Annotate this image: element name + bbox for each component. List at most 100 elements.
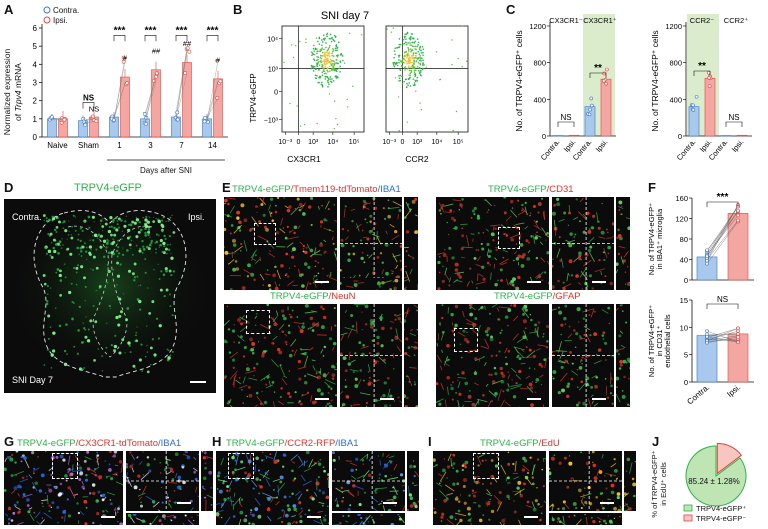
cell-dot: [204, 466, 207, 470]
fluorescent-dot: [115, 228, 119, 232]
fiber: [560, 372, 568, 382]
cell-dot: [452, 467, 454, 469]
fiber: [466, 235, 470, 247]
fiber: [351, 521, 358, 525]
cell-dot: [473, 480, 476, 483]
cell-dot: [325, 219, 328, 222]
cell-dot: [202, 476, 207, 481]
cell-dot: [593, 476, 598, 481]
cell-dot: [553, 203, 557, 207]
fiber: [139, 461, 143, 465]
cell-dot: [285, 252, 289, 256]
fiber: [311, 359, 316, 362]
cell-dot: [481, 459, 484, 462]
fiber: [444, 358, 450, 363]
flow-dot: [329, 25, 332, 28]
zoom-region-box: [454, 328, 478, 352]
flow-dot: [336, 55, 339, 58]
fluorescent-dot: [108, 304, 111, 308]
cell-dot: [560, 323, 564, 327]
chart-a-ytick-label: 5: [33, 42, 38, 51]
flow-dot: [325, 60, 327, 63]
cell-dot: [598, 520, 601, 523]
fiber: [325, 200, 330, 209]
fiber: [138, 496, 143, 501]
cell-dot: [255, 362, 259, 366]
cell-dot: [305, 451, 310, 455]
fiber: [129, 515, 135, 524]
panel-g-title: TRPV4-eGFP/CX3CR1-tdTomato/IBA1: [17, 438, 182, 449]
cell-dot: [280, 309, 285, 313]
fluorescent-dot: [107, 239, 110, 242]
fluorescent-dot: [99, 223, 102, 225]
cell-dot: [518, 357, 522, 361]
cell-dot: [409, 504, 414, 508]
cell-dot: [458, 392, 462, 396]
cell-dot: [389, 394, 393, 398]
cell-dot: [366, 237, 370, 241]
fluorescent-dot: [155, 233, 159, 236]
cell-dot: [380, 344, 384, 348]
cell-dot: [64, 474, 68, 478]
cell-dot: [278, 350, 283, 355]
cell-dot: [436, 382, 439, 386]
fiber: [368, 254, 373, 259]
cell-dot: [549, 477, 551, 480]
fluorescent-dot: [122, 293, 125, 295]
fiber: [405, 201, 411, 212]
fiber: [195, 486, 198, 493]
cell-dot: [464, 381, 469, 386]
cell-dot: [251, 513, 255, 517]
cell-dot: [236, 227, 238, 229]
fluorescent-dot: [132, 364, 136, 368]
cell-dot: [341, 227, 345, 231]
cell-dot: [584, 252, 589, 257]
cell-dot: [4, 489, 7, 492]
sig-ipsi-label: ##: [152, 46, 161, 55]
cell-dot: [557, 507, 560, 511]
fiber: [600, 270, 603, 276]
cell-dot: [270, 212, 273, 214]
cell-dot: [500, 329, 503, 332]
cell-dot: [493, 366, 497, 370]
chart-c-ytick-label: 1200: [529, 22, 546, 31]
cell-dot: [567, 382, 571, 386]
panel-g-orth-side: [201, 451, 213, 511]
panel-e-gfap-overview: [436, 304, 549, 407]
flow-dot: [333, 34, 336, 37]
fluorescent-dot: [105, 242, 109, 245]
cell-dot: [352, 245, 355, 248]
cell-dot: [610, 483, 615, 488]
fiber: [365, 405, 368, 407]
fiber: [585, 516, 588, 525]
cell-dot: [460, 356, 463, 359]
cell-dot: [603, 258, 606, 262]
fiber: [251, 251, 256, 261]
cell-dot: [580, 380, 584, 384]
flow-dot: [421, 64, 424, 66]
flow-dot: [318, 37, 321, 40]
fiber: [493, 495, 500, 502]
cell-dot: [618, 334, 622, 338]
cell-dot: [621, 310, 624, 313]
legend-contra-label: Contra.: [53, 6, 79, 15]
cell-dot: [532, 204, 536, 208]
fluorescent-dot: [57, 217, 59, 219]
cell-dot: [593, 332, 598, 337]
cell-dot: [96, 451, 99, 454]
cell-dot: [376, 335, 380, 340]
cell-dot: [197, 453, 199, 456]
dot-c: [588, 107, 592, 112]
cell-dot: [454, 268, 459, 272]
fluorescent-dot: [133, 279, 136, 282]
dot-c: [691, 108, 696, 112]
flow-dot: [408, 82, 411, 84]
cell-dot: [598, 258, 601, 262]
chart-j-ylabel-1: % of TRPV4-eGFP⁺: [650, 450, 659, 517]
cell-dot: [574, 346, 577, 349]
fiber: [67, 455, 71, 465]
chart-f-ylabel: endothelial cells: [663, 314, 672, 368]
flow-dot: [420, 74, 422, 77]
fiber: [328, 274, 331, 279]
cell-dot: [473, 206, 477, 211]
